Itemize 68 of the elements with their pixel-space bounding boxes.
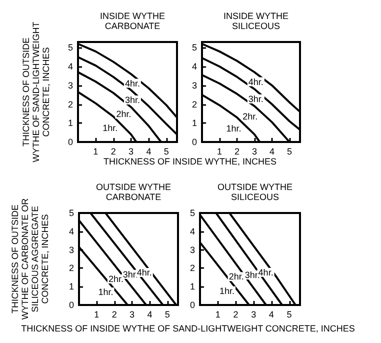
x-tick-label: 2 (234, 146, 240, 156)
series-label: 2hr. (116, 109, 132, 120)
x-axis-title: THICKNESS OF INSIDE WYTHE OF SAND-LIGHTWEIGHT CONCRETE, INCHES (21, 324, 355, 334)
y-tick-label: 1 (68, 118, 73, 128)
y-tick-label: 4 (192, 62, 197, 72)
x-tick-label: 1 (94, 310, 100, 320)
y-tick-label: 2 (190, 263, 195, 274)
series-label: 1hr. (98, 286, 114, 297)
y-tick-label: 2 (68, 99, 73, 110)
series-label: 2hr. (242, 112, 258, 122)
y-tick-label: 2 (68, 263, 74, 274)
x-tick-label: 3 (128, 146, 134, 156)
y-tick-label: 4 (190, 226, 195, 236)
chart-title: INSIDE WYTHE SILICEOUS (223, 11, 289, 31)
y-tick-label: 0 (68, 300, 74, 310)
series-label: 4hr. (248, 76, 264, 87)
y-tick-label: 3 (192, 80, 197, 90)
x-tick-label: 1 (215, 310, 220, 320)
series-label: 1hr. (226, 124, 242, 134)
y-tick-label: 5 (190, 208, 195, 218)
x-tick-label: 2 (112, 310, 117, 320)
y-tick-label: 5 (192, 42, 197, 53)
series-label: 3hr. (124, 95, 140, 105)
y-tick-label: 0 (68, 137, 73, 147)
y-tick-label: 3 (68, 80, 73, 90)
y-tick-label: 1 (192, 118, 197, 128)
x-tick-label: 5 (286, 146, 292, 156)
y-tick-label: 3 (190, 244, 195, 255)
y-tick-label: 4 (68, 226, 74, 236)
x-tick-label: 5 (286, 310, 292, 320)
series-label: 3hr. (122, 269, 138, 280)
y-tick-label: 0 (190, 300, 195, 310)
x-axis-title: THICKNESS OF INSIDE WYTHE, INCHES (103, 156, 277, 166)
x-tick-label: 3 (252, 146, 258, 156)
series-label: 1hr. (220, 286, 235, 296)
series-label: 2hr. (108, 274, 124, 284)
series-label: 4hr. (136, 268, 152, 278)
x-tick-label: 5 (164, 146, 169, 156)
y-tick-label: 3 (68, 244, 74, 255)
y-tick-label: 5 (68, 208, 74, 218)
series-label: 3hr. (244, 270, 260, 280)
x-tick-label: 1 (216, 146, 222, 156)
series-label: 3hr. (248, 94, 264, 104)
y-tick-label: 1 (68, 282, 74, 292)
x-tick-label: 4 (146, 146, 152, 156)
x-tick-label: 2 (110, 146, 116, 156)
y-tick-label: 0 (192, 137, 197, 147)
series-label: 1hr. (102, 123, 118, 134)
x-tick-label: 4 (269, 146, 275, 156)
x-tick-label: 4 (147, 310, 152, 320)
x-tick-label: 5 (164, 310, 170, 320)
series-label: 4hr. (124, 78, 140, 88)
x-tick-label: 2 (233, 310, 238, 320)
chart-title: OUTSIDE WYTHE CARBONATE (96, 182, 172, 202)
y-tick-label: 2 (192, 99, 197, 110)
series-label: 4hr. (258, 267, 274, 278)
x-tick-label: 4 (268, 310, 274, 320)
y-axis-title: THICKNESS OF OUTSIDE WYTHE OF CARBONATE OR SILICEOUS AGGREGATE CONCRETE, INCHES (10, 198, 50, 320)
series-label: 2hr. (228, 272, 244, 282)
x-tick-label: 3 (251, 310, 256, 320)
x-tick-label: 1 (93, 146, 98, 156)
chart-title: OUTSIDE WYTHE SILICEOUS (217, 182, 293, 202)
y-tick-label: 4 (68, 62, 73, 72)
y-tick-label: 1 (190, 282, 195, 292)
y-tick-label: 5 (68, 42, 73, 53)
chart-title: INSIDE WYTHE CARBONATE (100, 11, 166, 31)
y-axis-title: THICKNESS OF OUTSIDE WYTHE OF SAND-LIGHTWEIGHT CONCRETE, INCHES (21, 21, 51, 162)
x-tick-label: 3 (130, 310, 135, 320)
